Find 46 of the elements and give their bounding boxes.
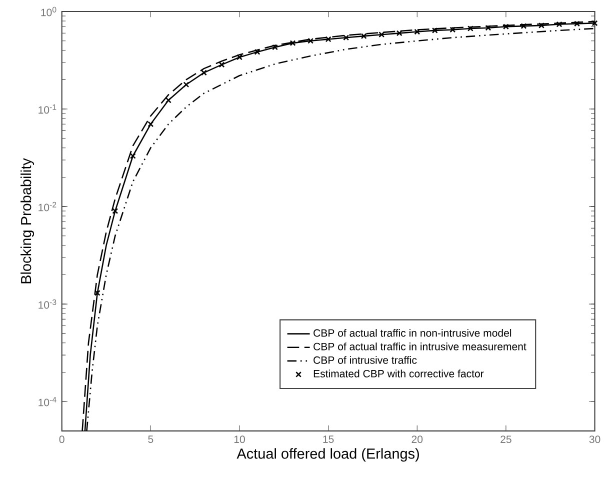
y-axis-title: Blocking Probability bbox=[20, 158, 34, 284]
x-tick-label: 30 bbox=[589, 436, 600, 444]
point bbox=[200, 70, 207, 76]
point bbox=[165, 97, 172, 104]
point bbox=[450, 26, 456, 33]
point bbox=[254, 49, 260, 56]
point bbox=[360, 33, 367, 40]
point bbox=[538, 22, 544, 29]
y-tick-label: 10$^{0}$ bbox=[41, 7, 56, 16]
point bbox=[183, 82, 190, 88]
point bbox=[414, 28, 420, 35]
point bbox=[520, 23, 527, 30]
point bbox=[378, 32, 385, 38]
x-tick-label: 25 bbox=[500, 436, 512, 444]
x-tick-label: 20 bbox=[412, 436, 423, 444]
point bbox=[272, 44, 278, 50]
y-tick-label: 10$^{-3}$ bbox=[38, 300, 56, 309]
legend-label: CBP of intrusive traffic bbox=[314, 356, 417, 364]
point bbox=[467, 26, 474, 32]
point bbox=[432, 28, 438, 34]
point bbox=[343, 34, 350, 41]
legend-label: CBP of actual traffic in intrusive measurement bbox=[314, 342, 526, 350]
point bbox=[112, 208, 118, 214]
x-axis-title: Actual offered load (Erlangs) bbox=[236, 448, 419, 462]
x-tick-label: 0 bbox=[59, 436, 64, 444]
y-tick-label: 10$^{-2}$ bbox=[38, 202, 56, 212]
x-tick-label: 5 bbox=[148, 436, 154, 444]
point bbox=[218, 62, 225, 68]
point bbox=[236, 54, 242, 60]
point bbox=[502, 24, 509, 30]
point bbox=[148, 121, 154, 128]
point bbox=[130, 153, 136, 160]
point bbox=[94, 290, 100, 296]
x-tick-label: 10 bbox=[234, 436, 245, 444]
x-tick-label: 15 bbox=[323, 436, 334, 444]
legend-label: Estimated CBP with corrective factor bbox=[314, 370, 484, 378]
point bbox=[574, 20, 580, 27]
point bbox=[556, 21, 562, 28]
y-tick-label: 10$^{-1}$ bbox=[38, 104, 56, 114]
point bbox=[290, 40, 296, 46]
point bbox=[308, 38, 314, 44]
point bbox=[325, 36, 332, 42]
point bbox=[485, 25, 492, 32]
point bbox=[396, 30, 402, 36]
legend-label: CBP of actual traffic in non-intrusive model bbox=[314, 329, 512, 337]
y-tick-label: 10$^{-4}$ bbox=[38, 397, 56, 406]
